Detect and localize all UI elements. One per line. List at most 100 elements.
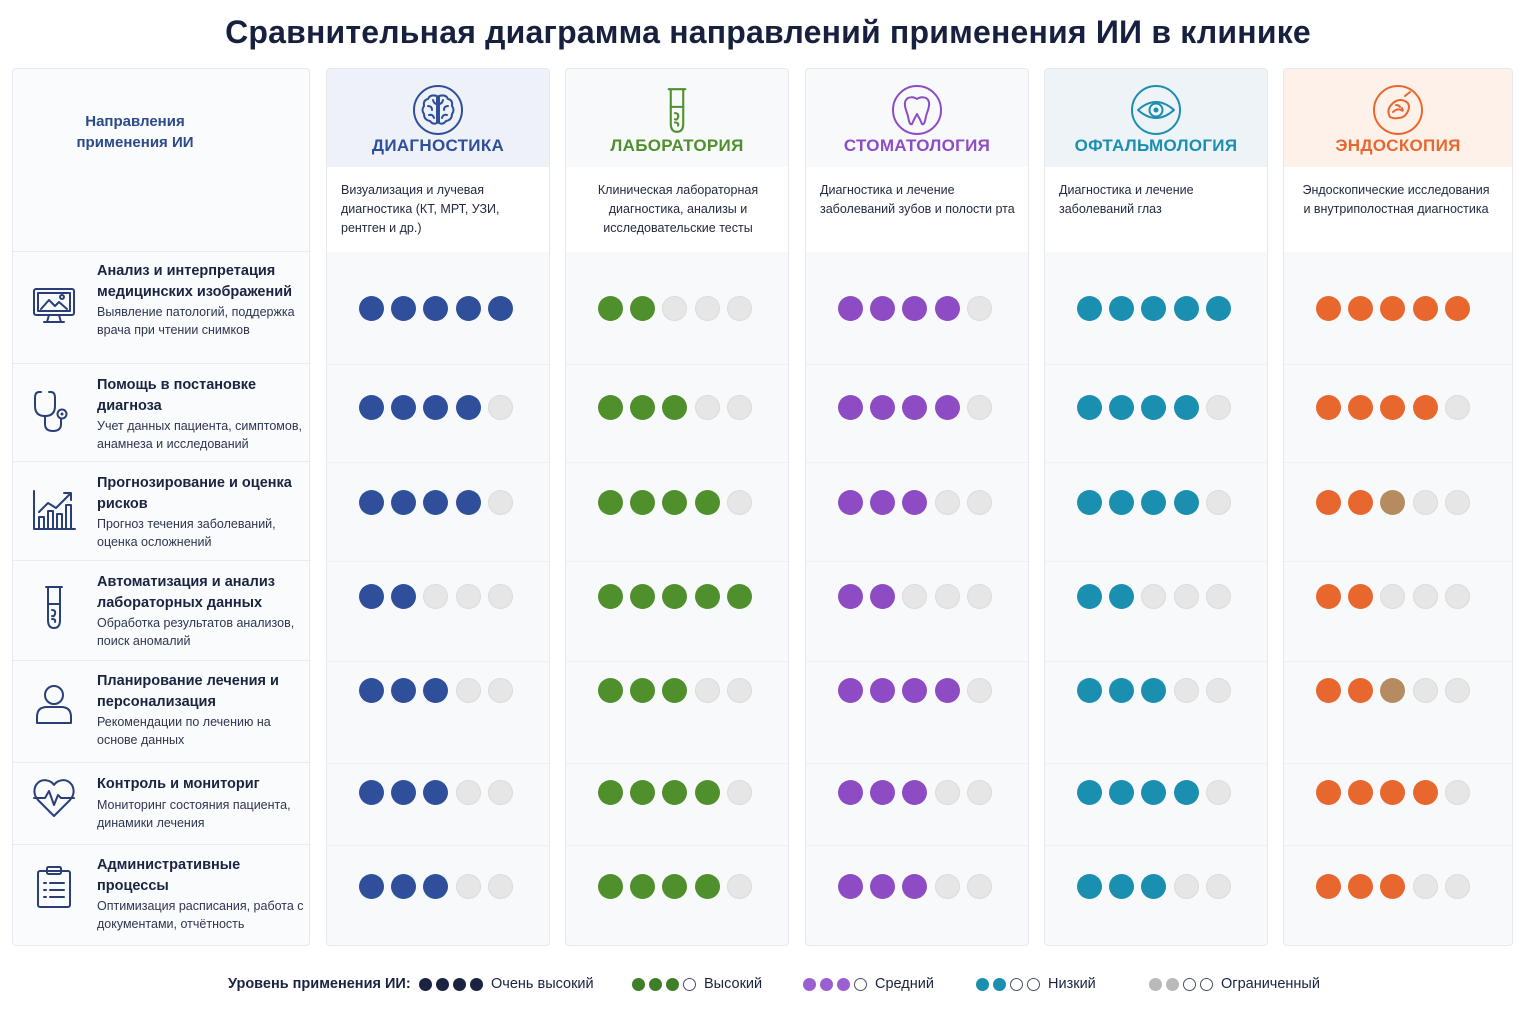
level-dot-filled (662, 394, 688, 420)
level-dot-filled (359, 583, 384, 609)
category-title: Контроль и мониториг (97, 776, 260, 792)
level-dot-filled (662, 779, 688, 805)
level-dot-filled (902, 295, 928, 321)
column-description-box: Клиническая лабораторная диагностика, ан… (566, 167, 788, 252)
level-dot-filled (934, 677, 960, 703)
level-dot-filled (487, 295, 513, 321)
level-dot-filled (870, 583, 896, 609)
level-dot-filled (838, 394, 863, 420)
level-dot-empty (726, 873, 752, 899)
category-description: Учет данных пациента, симптомов, анамнез… (97, 419, 302, 451)
level-dot-filled (359, 394, 384, 420)
level-dot-filled (423, 779, 449, 805)
level-dot-filled (630, 295, 656, 321)
level-dot-filled (630, 779, 656, 805)
person-icon (29, 679, 79, 729)
level-dot-filled (598, 295, 623, 321)
level-dot-filled (598, 583, 623, 609)
row-separator (327, 763, 549, 764)
level-dot-filled (359, 873, 384, 899)
row-separator (1284, 561, 1512, 562)
category-row: Планирование лечения и персонализация Рек… (13, 661, 311, 763)
level-dot-filled (1141, 873, 1167, 899)
column-description: Визуализация и лучевая диагностика (КТ, … (341, 183, 500, 235)
level-dot-filled (1077, 295, 1102, 321)
row-separator (1045, 845, 1267, 846)
level-dot-empty (455, 583, 481, 609)
legend-dot-filled (453, 978, 466, 991)
column-4: ОФТАЛЬМОЛОГИЯ Диагностика и лечение забол… (1044, 68, 1268, 946)
level-dot-filled (455, 489, 481, 515)
category-title: Анализ и интерпретация медицинских изобр… (97, 263, 293, 300)
category-title: Планирование лечения и персонализация (97, 673, 279, 710)
level-dot-empty (726, 394, 752, 420)
level-dot-empty (726, 295, 752, 321)
level-dot-filled (1109, 394, 1135, 420)
column-1: ДИАГНОСТИКА Визуализация и лучевая диагно… (326, 68, 550, 946)
column-title: ДИАГНОСТИКА (371, 136, 505, 155)
level-dot-empty (487, 873, 513, 899)
level-dot-filled (1380, 873, 1406, 899)
column-header: ЭНДОСКОПИЯ (1284, 69, 1512, 167)
level-dot-empty (966, 779, 992, 805)
column-title: ЛАБОРАТОРИЯ (610, 136, 744, 155)
column-title: ЭНДОСКОПИЯ (1335, 136, 1461, 155)
level-dot-filled (1173, 394, 1199, 420)
level-dot-filled (423, 873, 449, 899)
row-separator (806, 364, 1028, 365)
category-row: Анализ и интерпретация медицинских изобр… (13, 253, 311, 364)
level-dot-filled (662, 489, 688, 515)
level-dot-filled (630, 873, 656, 899)
categories-header-label: Направления применения ИИ (76, 113, 194, 151)
row-separator (327, 364, 549, 365)
level-dot-filled (630, 677, 656, 703)
level-dot-filled (838, 489, 863, 515)
column-description-box: Диагностика и лечение заболеваний глаз (1045, 167, 1267, 252)
level-dot-empty (1444, 677, 1470, 703)
legend-dot-empty (854, 978, 867, 991)
level-dot-empty (1141, 583, 1167, 609)
level-dot-filled (1380, 779, 1406, 805)
row-separator (1284, 364, 1512, 365)
level-dot-filled (662, 677, 688, 703)
row-separator (1284, 845, 1512, 846)
category-title: Автоматизация и анализ лабораторных данн… (97, 574, 275, 611)
row-separator (1045, 561, 1267, 562)
level-dot-filled (870, 394, 896, 420)
level-dot-filled (1316, 779, 1341, 805)
level-dot-filled (870, 873, 896, 899)
category-description: Обработка результатов анализов, поиск ан… (97, 616, 295, 648)
level-dot-empty (1412, 677, 1438, 703)
legend: Уровень применения ИИ: Очень высокий Высо… (0, 974, 1536, 996)
level-dot-filled (1316, 394, 1341, 420)
level-dot-filled (630, 583, 656, 609)
level-dot-filled (694, 489, 720, 515)
page-title: Сравнительная диаграмма направлений прим… (225, 14, 1311, 50)
level-dot-filled (1077, 779, 1102, 805)
row-separator (806, 561, 1028, 562)
category-row: Контроль и мониториг Мониторинг состояния… (13, 763, 311, 845)
level-dot-filled (934, 394, 960, 420)
level-dot-filled (1077, 583, 1102, 609)
legend-dot-filled (436, 978, 449, 991)
level-dot-empty (934, 583, 960, 609)
level-dot-filled (902, 677, 928, 703)
level-dot-filled (694, 873, 720, 899)
brain-icon (412, 84, 464, 136)
level-dot-empty (694, 295, 720, 321)
level-dot-filled (1380, 394, 1406, 420)
level-dot-empty (1444, 583, 1470, 609)
level-dot-filled (902, 779, 928, 805)
row-separator (1284, 763, 1512, 764)
level-dot-filled (870, 295, 896, 321)
level-dot-filled (902, 394, 928, 420)
row-separator (327, 845, 549, 846)
level-dot-filled (423, 489, 449, 515)
legend-dot-filled (666, 978, 679, 991)
legend-text: Ограниченный (1221, 976, 1320, 992)
level-dot-empty (1205, 873, 1231, 899)
level-dot-filled (726, 583, 752, 609)
level-dot-empty (423, 583, 449, 609)
legend-dot-filled (976, 978, 989, 991)
level-dot-filled (902, 489, 928, 515)
